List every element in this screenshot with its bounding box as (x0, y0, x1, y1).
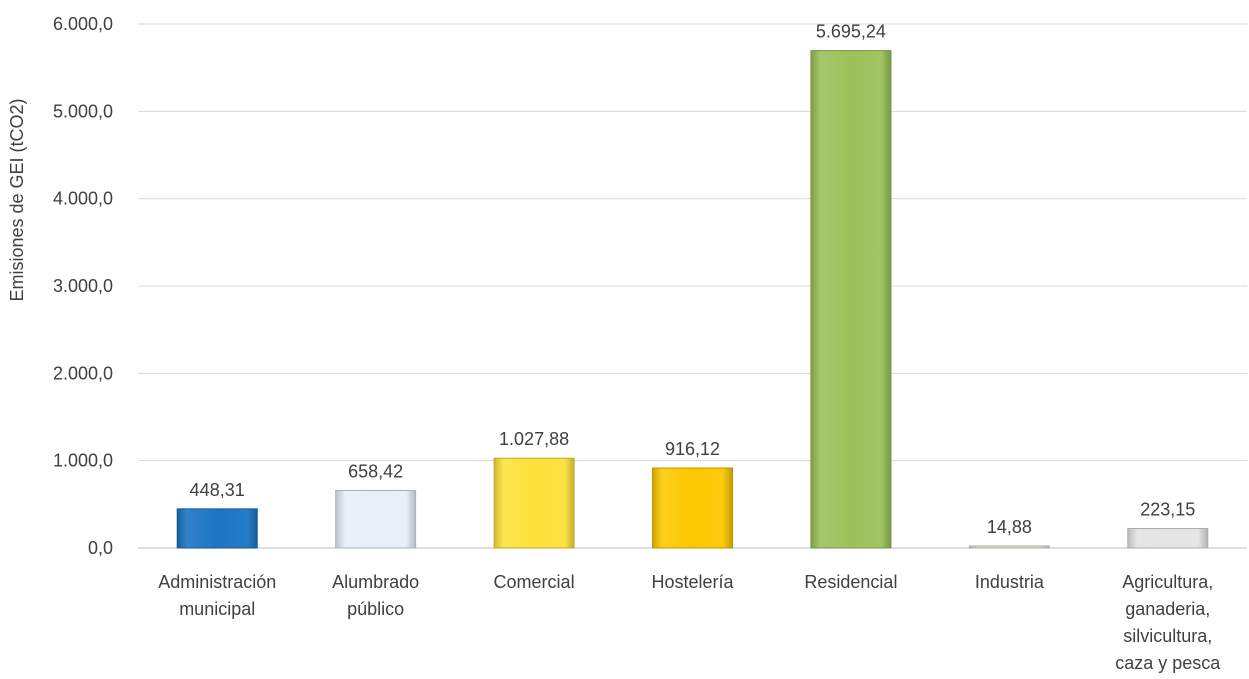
data-label: 448,31 (190, 480, 245, 500)
bar (335, 489, 417, 549)
data-labels: 448,31 658,42 1.027,88 916,12 5.695,24 14,88 2… (190, 22, 1196, 537)
x-axis-categories: Administración municipal Alumbrado público C… (158, 572, 1221, 673)
x-category-label: Alumbrado público (332, 572, 419, 619)
y-tick-label: 2.000,0 (53, 363, 113, 383)
x-category-label: Comercial (494, 572, 575, 592)
y-axis-title: Emisiones de GEI (tCO2) (7, 98, 27, 301)
y-tick-label: 4.000,0 (53, 189, 113, 209)
bar (176, 508, 258, 549)
bar (493, 457, 575, 549)
bar (810, 50, 892, 549)
data-label: 658,42 (348, 461, 403, 481)
y-tick-label: 3.000,0 (53, 276, 113, 296)
data-label: 5.695,24 (816, 22, 886, 42)
y-tick-label: 0,0 (88, 538, 113, 558)
bar (968, 545, 1050, 549)
x-category-label: Residencial (804, 572, 897, 592)
data-label: 223,15 (1140, 500, 1195, 520)
data-label: 14,88 (987, 517, 1032, 537)
x-category-label: Industria (975, 572, 1045, 592)
y-tick-label: 6.000,0 (53, 14, 113, 34)
data-label: 1.027,88 (499, 429, 569, 449)
x-category-label: Administración municipal (158, 572, 276, 619)
bars (176, 50, 1209, 549)
bar (652, 467, 733, 549)
gridlines (138, 23, 1247, 549)
data-label: 916,12 (665, 439, 720, 459)
y-tick-label: 5.000,0 (53, 101, 113, 121)
y-tick-label: 1.000,0 (53, 451, 113, 471)
y-axis-ticks: 0,0 1.000,0 2.000,0 3.000,0 4.000,0 5.000,0 6.… (53, 14, 113, 558)
x-category-label: Agricultura, ganaderia, silvicultura, caza … (1115, 572, 1221, 673)
bar (1127, 528, 1209, 549)
x-category-label: Hostelería (651, 572, 734, 592)
